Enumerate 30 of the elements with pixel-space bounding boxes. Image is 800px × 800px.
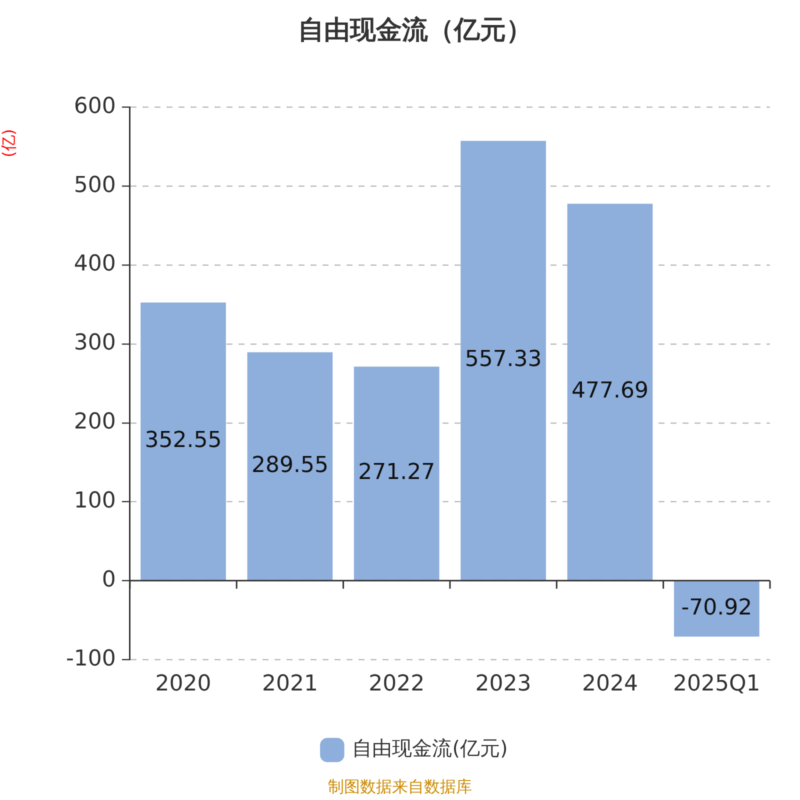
data-label: 289.55	[251, 452, 328, 478]
y-axis-title: (亿)	[0, 128, 18, 158]
y-tick-label: 500	[74, 172, 116, 198]
bar	[354, 366, 440, 580]
x-tick-label: 2023	[475, 672, 532, 697]
bar	[567, 204, 653, 580]
data-label: 477.69	[571, 378, 648, 404]
y-tick-label: 300	[74, 330, 116, 356]
text: 制图数据来自数据库	[328, 777, 472, 796]
x-tick-label: 2025Q1	[673, 672, 760, 697]
x-tick-label: 2024	[582, 672, 638, 697]
chart-title: 自由现金流（亿元）	[298, 15, 532, 46]
y-tick-label: 200	[74, 410, 116, 435]
data-label: 352.55	[144, 428, 222, 453]
x-tick-label: 2020	[155, 672, 212, 697]
y-tick-label: 600	[74, 94, 116, 119]
data-label: 557.33	[464, 347, 542, 372]
y-tick-label: 400	[74, 252, 116, 277]
y-tick-label: -100	[66, 646, 116, 672]
data-label: 271.27	[358, 460, 436, 486]
bar	[674, 581, 760, 637]
data-label: -70.92	[681, 596, 752, 621]
x-tick-label: 2022	[368, 672, 425, 697]
legend-label: 自由现金流(亿元)	[352, 736, 508, 760]
bar	[140, 302, 226, 580]
y-tick-label: 100	[74, 488, 116, 514]
bar	[247, 352, 333, 580]
x-tick-label: 2021	[262, 672, 318, 697]
bar	[460, 140, 546, 580]
y-tick-label: 0	[102, 567, 116, 592]
